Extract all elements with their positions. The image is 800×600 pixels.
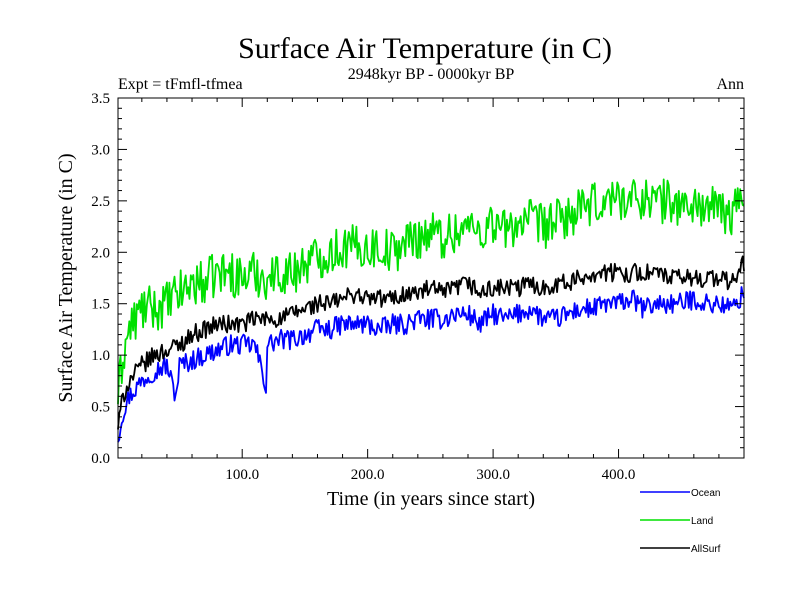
- chart-subtitle: 2948kyr BP - 0000kyr BP: [348, 66, 515, 83]
- x-axis-label: Time (in years since start): [327, 488, 535, 510]
- legend-label-land: Land: [691, 516, 713, 527]
- series-line-ocean: [117, 286, 745, 443]
- y-tick-label: 2.5: [91, 194, 110, 210]
- y-tick-label: 0.0: [91, 451, 110, 467]
- y-tick-label: 3.5: [91, 91, 110, 107]
- legend: Ocean Land AllSurf: [640, 488, 721, 555]
- y-tick-label: 2.0: [91, 245, 110, 261]
- chart-title: Surface Air Temperature (in C): [238, 32, 612, 65]
- expt-label: Expt = tFmfl-tfmea: [118, 76, 243, 93]
- y-tick-label: 3.0: [91, 142, 110, 158]
- x-tick-label: 300.0: [476, 467, 510, 483]
- y-tick-label: 1.5: [91, 297, 110, 313]
- legend-label-ocean: Ocean: [691, 488, 720, 499]
- series-line-allsurf: [117, 255, 745, 430]
- plot-frame: [117, 97, 745, 459]
- y-tick-label: 0.5: [91, 400, 110, 416]
- x-tick-label: 400.0: [602, 467, 636, 483]
- series-line-land: [117, 178, 745, 405]
- legend-label-allsurf: AllSurf: [691, 544, 721, 555]
- season-label: Ann: [716, 76, 744, 93]
- y-tick-label: 1.0: [91, 348, 110, 364]
- x-tick-label: 200.0: [351, 467, 385, 483]
- series-layer: [117, 178, 745, 443]
- axes: 100.0 200.0 300.0 400.0 0.0 0.5 1.0 1.5 2.0 2.5 3.…: [91, 91, 745, 483]
- x-tick-label: 100.0: [225, 467, 259, 483]
- y-axis-label: Surface Air Temperature (in C): [55, 153, 77, 402]
